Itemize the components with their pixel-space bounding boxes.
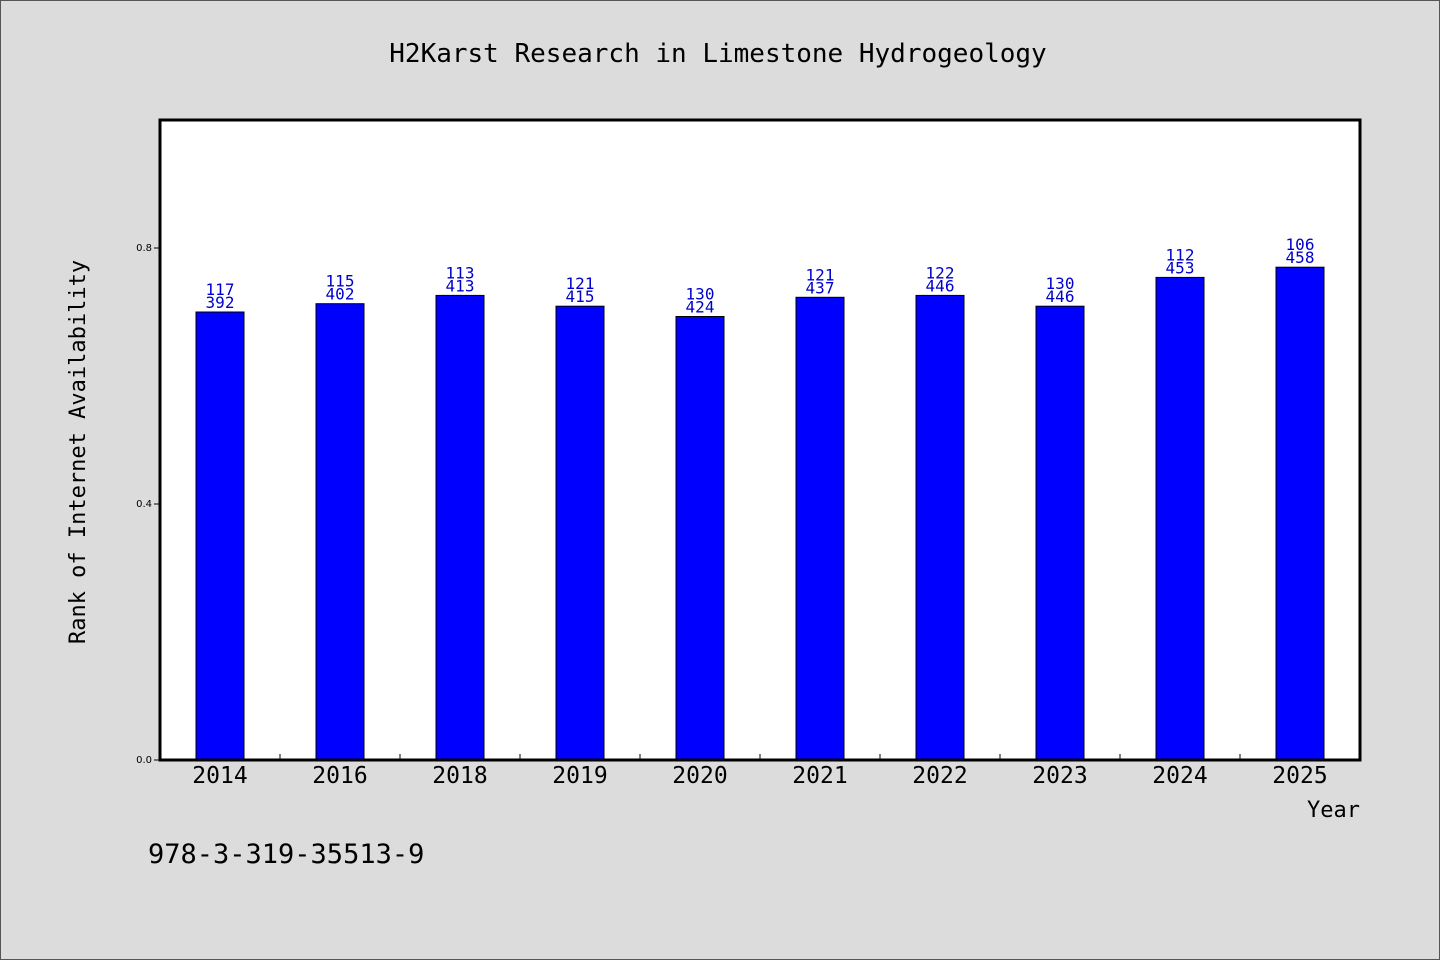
bars-layer xyxy=(195,266,1325,761)
bar-label-2024-line1: 112 xyxy=(1166,245,1195,264)
x-tick-label-2016: 2016 xyxy=(312,763,367,789)
plot-border xyxy=(158,118,1362,762)
bar-label-2018-line1: 113 xyxy=(446,263,475,282)
x-axis-label: Year xyxy=(1307,798,1360,823)
x-tick-label-2020: 2020 xyxy=(672,763,727,789)
bar-label-2022-line2: 446 xyxy=(926,276,955,295)
bar-label-2023-line2: 446 xyxy=(1046,287,1075,306)
bar-label-2018-line2: 413 xyxy=(446,276,475,295)
bar-label-2021-line1: 121 xyxy=(806,265,835,284)
x-tick-label-2014: 2014 xyxy=(192,763,247,789)
isbn-label: 978-3-319-35513-9 xyxy=(148,839,424,870)
bar-label-2024-line2: 453 xyxy=(1166,258,1195,277)
x-tick-label-2021: 2021 xyxy=(792,763,847,789)
bar-label-2020-line1: 130 xyxy=(686,285,715,304)
bar-2019 xyxy=(555,305,605,761)
bar-label-2025-line2: 458 xyxy=(1286,248,1315,267)
bar-label-2019-line1: 121 xyxy=(566,274,595,293)
bar-label-2016-line1: 115 xyxy=(326,272,355,291)
x-tick-label-2024: 2024 xyxy=(1152,763,1207,789)
x-tick-label-2022: 2022 xyxy=(912,763,967,789)
bar-label-2020-line2: 424 xyxy=(686,298,715,317)
bar-label-2019-line2: 415 xyxy=(566,287,595,306)
x-tick-label-2025: 2025 xyxy=(1272,763,1327,789)
bar-label-2014-line1: 117 xyxy=(206,280,235,299)
bar-label-2021-line2: 437 xyxy=(806,278,835,297)
bar-2021 xyxy=(795,296,845,761)
x-tick-label-2023: 2023 xyxy=(1032,763,1087,789)
bar-2023 xyxy=(1035,305,1085,761)
bar-label-2016-line2: 402 xyxy=(326,285,355,304)
bar-2022 xyxy=(915,294,965,761)
bar-2025 xyxy=(1275,266,1325,761)
x-axis: 2014 2016 2018 2019 2020 2021 2022 2023 2024 2025 xyxy=(192,754,1328,789)
bar-2018 xyxy=(435,294,485,761)
bar-label-2023-line1: 130 xyxy=(1046,274,1075,293)
y-axis: 0.0 0.4 0.8 xyxy=(136,243,160,766)
y-tick-label-0.8: 0.8 xyxy=(136,243,152,254)
bar-label-2014-line2: 392 xyxy=(206,293,235,312)
x-tick-label-2019: 2019 xyxy=(552,763,607,789)
chart-title: H2Karst Research in Limestone Hydrogeolo… xyxy=(389,39,1046,69)
bar-2024 xyxy=(1155,276,1205,761)
bar-label-2022-line1: 122 xyxy=(926,263,955,282)
x-tick-label-2018: 2018 xyxy=(432,763,487,789)
bar-2016 xyxy=(315,303,365,761)
bar-2020 xyxy=(675,316,725,761)
bar-label-2025-line1: 106 xyxy=(1286,235,1315,254)
y-axis-label: Rank of Internet Availability xyxy=(66,260,91,644)
y-tick-label-0.4: 0.4 xyxy=(136,499,152,510)
y-tick-label-0.0: 0.0 xyxy=(136,755,152,766)
bar-2014 xyxy=(195,311,245,761)
